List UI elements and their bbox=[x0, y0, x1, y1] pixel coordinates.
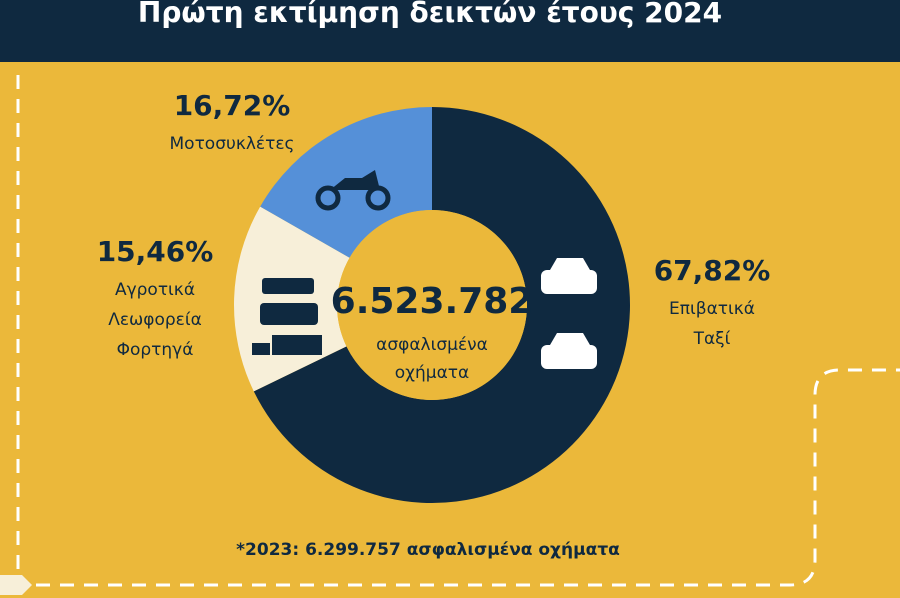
category-label: Φορτηγά bbox=[117, 340, 194, 360]
value-label: 15,46% bbox=[97, 235, 214, 268]
category-label: Μοτοσυκλέτες bbox=[170, 134, 295, 154]
note: *2023: 6.299.757 ασφαλισμένα οχήματα bbox=[236, 540, 620, 560]
value-label: 16,72% bbox=[174, 89, 291, 122]
category-label: Ταξί bbox=[693, 329, 731, 349]
road-line bbox=[16, 75, 900, 587]
total-caption: ασφαλισμένα bbox=[376, 335, 488, 355]
truck-icon bbox=[272, 335, 322, 355]
category-label: Λεωφορεία bbox=[108, 310, 202, 330]
icons bbox=[252, 170, 597, 369]
moto-icon bbox=[315, 185, 341, 211]
title-bar bbox=[0, 0, 900, 62]
category-label: Αγροτικά bbox=[115, 280, 195, 300]
taxi-icon bbox=[541, 345, 597, 369]
taxi-icon bbox=[550, 333, 590, 345]
total: 6.523.782 bbox=[331, 281, 534, 322]
value-label: 67,82% bbox=[654, 254, 771, 287]
chart-title: Πρώτη εκτίμηση δεικτών έτους 2024 bbox=[138, 0, 722, 29]
donut-hole bbox=[337, 210, 527, 400]
car-icon bbox=[541, 270, 597, 294]
donut-segment bbox=[253, 107, 630, 503]
moto-icon bbox=[330, 170, 380, 190]
bus-icon bbox=[260, 303, 318, 325]
category-label: Επιβατικά bbox=[669, 299, 755, 319]
truck-icon bbox=[252, 343, 270, 355]
road-sign bbox=[0, 575, 32, 595]
total-caption: οχήματα bbox=[395, 363, 469, 383]
pickup-icon bbox=[262, 278, 314, 294]
car-icon bbox=[550, 258, 590, 270]
